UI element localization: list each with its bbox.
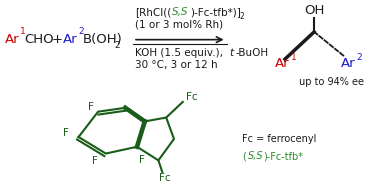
- Text: Ar: Ar: [275, 58, 290, 70]
- Text: F: F: [88, 102, 94, 112]
- Text: Fc: Fc: [186, 92, 197, 102]
- Text: 2: 2: [79, 27, 84, 36]
- Text: S,S: S,S: [248, 152, 263, 161]
- Text: F: F: [63, 128, 69, 138]
- Text: t: t: [229, 48, 234, 58]
- Text: (1 or 3 mol% Rh): (1 or 3 mol% Rh): [135, 19, 223, 29]
- Text: 2: 2: [239, 12, 244, 21]
- Text: 1: 1: [20, 27, 26, 36]
- Text: (: (: [242, 152, 246, 161]
- Text: up to 94% ee: up to 94% ee: [299, 77, 364, 87]
- Text: Fc = ferrocenyl: Fc = ferrocenyl: [242, 134, 316, 144]
- Text: KOH (1.5 equiv.),: KOH (1.5 equiv.),: [135, 48, 223, 58]
- Text: )-Fc-tfb*)]: )-Fc-tfb*)]: [191, 7, 242, 17]
- Text: Fc: Fc: [160, 173, 171, 183]
- Text: Ar: Ar: [341, 58, 355, 70]
- Text: 30 °C, 3 or 12 h: 30 °C, 3 or 12 h: [135, 60, 218, 70]
- Text: 2: 2: [115, 41, 120, 50]
- Text: B(OH): B(OH): [82, 33, 122, 46]
- Text: Ar: Ar: [63, 33, 77, 46]
- Text: F: F: [92, 156, 98, 166]
- Text: [RhCl((: [RhCl((: [135, 7, 171, 17]
- Text: )-Fc-tfb*: )-Fc-tfb*: [263, 152, 304, 161]
- Text: CHO: CHO: [24, 33, 54, 46]
- Text: F: F: [139, 155, 145, 165]
- Text: S,S: S,S: [172, 7, 189, 17]
- Text: -BuOH: -BuOH: [235, 48, 268, 58]
- Text: 1: 1: [291, 53, 297, 62]
- Text: 2: 2: [356, 53, 362, 62]
- Text: OH: OH: [304, 4, 324, 17]
- Text: +: +: [51, 33, 62, 46]
- Text: Ar: Ar: [5, 33, 19, 46]
